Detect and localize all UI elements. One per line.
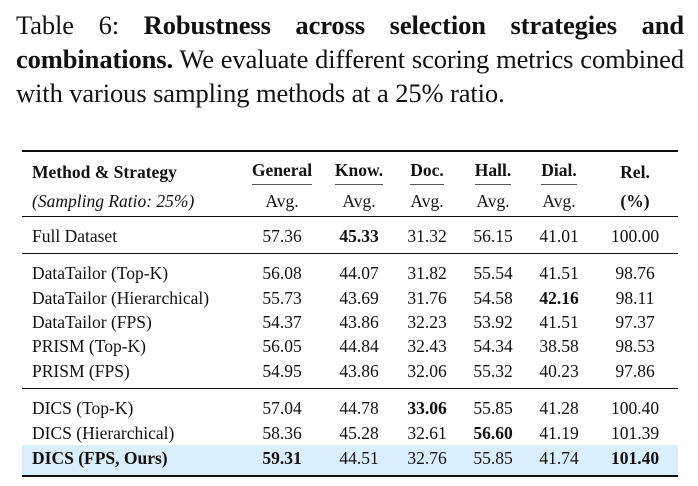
- header-doc: Doc.: [394, 151, 460, 186]
- subheader-cell: Avg.: [342, 190, 376, 211]
- table-row: PRISM (FPS) 54.95 43.86 32.06 55.32 40.2…: [22, 358, 678, 389]
- row-name: PRISM (Top-K): [32, 335, 146, 356]
- cell: 54.37: [262, 311, 302, 332]
- cell: 57.04: [240, 388, 324, 421]
- cell: 98.76: [592, 253, 678, 286]
- row-name: DICS (FPS, Ours): [22, 445, 240, 476]
- table-row: DataTailor (Top-K) 56.08 44.07 31.82 55.…: [22, 253, 678, 286]
- cell: 40.23: [539, 360, 579, 381]
- caption-prefix: Table 6:: [16, 10, 120, 40]
- cell: 41.01: [526, 216, 592, 254]
- cell: 55.73: [262, 287, 302, 308]
- cell: 44.78: [324, 388, 394, 421]
- row-name: DICS (Top-K): [22, 388, 240, 421]
- header-method: Method & Strategy: [32, 161, 177, 182]
- cell: 32.23: [407, 311, 447, 332]
- cell: 45.28: [339, 422, 379, 443]
- header-know: Know.: [324, 151, 394, 186]
- cell: 97.86: [615, 360, 655, 381]
- row-name: DataTailor (Hierarchical): [32, 287, 210, 308]
- header-general: General: [240, 151, 324, 186]
- cell: 44.07: [324, 253, 394, 286]
- cell: 43.86: [339, 311, 379, 332]
- cell: 98.11: [615, 287, 655, 308]
- cell: 56.15: [460, 216, 526, 254]
- row-name: DataTailor (FPS): [32, 311, 152, 332]
- cell: 42.16: [539, 287, 579, 308]
- cell: 100.40: [592, 388, 678, 421]
- cell: 58.36: [262, 422, 302, 443]
- cell: 41.51: [526, 253, 592, 286]
- cell: 31.82: [394, 253, 460, 286]
- cell: 54.95: [262, 360, 302, 381]
- header-rel: Rel.: [620, 161, 650, 182]
- cell: 59.31: [240, 445, 324, 476]
- caption-rest: We evaluate different scoring metrics co…: [16, 44, 684, 108]
- cell: 32.06: [407, 360, 447, 381]
- table-row: DICS (Top-K) 57.04 44.78 33.06 55.85 41.…: [22, 388, 678, 421]
- cell: 31.32: [394, 216, 460, 254]
- cell: 41.28: [526, 388, 592, 421]
- cell: 33.06: [394, 388, 460, 421]
- cell: 55.32: [473, 360, 513, 381]
- table-row-highlight: DICS (FPS, Ours) 59.31 44.51 32.76 55.85…: [22, 445, 678, 476]
- cell: 32.61: [407, 422, 447, 443]
- row-name: PRISM (FPS): [32, 360, 130, 381]
- cell: 41.74: [526, 445, 592, 476]
- cell: 98.53: [615, 335, 655, 356]
- cell: 31.76: [407, 287, 447, 308]
- cell: 100.00: [592, 216, 678, 254]
- subheader-cell: Avg.: [476, 190, 510, 211]
- cell: 54.34: [473, 335, 513, 356]
- results-table: Method & Strategy General Know. Doc. Hal…: [22, 150, 678, 477]
- caption-bold: Robustness across selection strategies a…: [16, 10, 684, 74]
- table-row: DICS (Hierarchical) 58.36 45.28 32.61 56…: [22, 421, 678, 445]
- subheader-cell: Avg.: [265, 190, 299, 211]
- cell: 43.86: [339, 360, 379, 381]
- cell: 41.19: [539, 422, 579, 443]
- cell: 56.60: [473, 422, 513, 443]
- cell: 44.51: [324, 445, 394, 476]
- cell: 53.92: [473, 311, 513, 332]
- table-row: Full Dataset 57.36 45.33 31.32 56.15 41.…: [22, 216, 678, 254]
- row-name: Full Dataset: [22, 216, 240, 254]
- cell: 54.58: [473, 287, 513, 308]
- header-hall: Hall.: [460, 151, 526, 186]
- cell: 55.85: [460, 445, 526, 476]
- cell: 43.69: [339, 287, 379, 308]
- cell: 55.85: [460, 388, 526, 421]
- row-name: DataTailor (Top-K): [22, 253, 240, 286]
- row-name: DICS (Hierarchical): [32, 422, 175, 443]
- cell: 32.43: [407, 335, 447, 356]
- cell: 97.37: [615, 311, 655, 332]
- cell: 41.51: [539, 311, 579, 332]
- header-dial: Dial.: [526, 151, 592, 186]
- cell: 55.54: [460, 253, 526, 286]
- table-row: DataTailor (Hierarchical) 55.73 43.69 31…: [22, 286, 678, 310]
- cell: 101.39: [610, 422, 660, 443]
- table-caption: Table 6: Robustness across selection str…: [16, 8, 684, 110]
- subheader-ratio: (Sampling Ratio: 25%): [32, 190, 195, 211]
- subheader-cell: Avg.: [410, 190, 444, 211]
- header-row: Method & Strategy General Know. Doc. Hal…: [22, 151, 678, 186]
- cell: 56.05: [262, 335, 302, 356]
- table-row: PRISM (Top-K) 56.05 44.84 32.43 54.34 38…: [22, 334, 678, 358]
- subheader-row: (Sampling Ratio: 25%) Avg. Avg. Avg. Avg…: [22, 186, 678, 217]
- subheader-cell: Avg.: [542, 190, 576, 211]
- subheader-cell: (%): [620, 190, 650, 211]
- cell: 57.36: [240, 216, 324, 254]
- cell: 101.40: [592, 445, 678, 476]
- cell: 32.76: [394, 445, 460, 476]
- cell: 44.84: [339, 335, 379, 356]
- cell: 56.08: [240, 253, 324, 286]
- cell: 45.33: [324, 216, 394, 254]
- cell: 38.58: [539, 335, 579, 356]
- table-row: DataTailor (FPS) 54.37 43.86 32.23 53.92…: [22, 310, 678, 334]
